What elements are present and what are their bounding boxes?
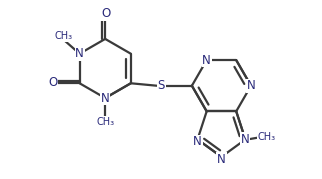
- Text: N: N: [217, 153, 226, 166]
- Text: N: N: [193, 136, 202, 148]
- Text: N: N: [75, 47, 84, 60]
- Text: S: S: [158, 79, 165, 92]
- Text: CH₃: CH₃: [55, 31, 73, 41]
- Text: N: N: [202, 54, 211, 67]
- Text: CH₃: CH₃: [258, 132, 276, 142]
- Text: N: N: [247, 79, 255, 92]
- Text: O: O: [101, 7, 110, 20]
- Text: CH₃: CH₃: [96, 117, 114, 127]
- Text: N: N: [241, 133, 250, 146]
- Text: O: O: [48, 76, 58, 89]
- Text: N: N: [101, 91, 109, 105]
